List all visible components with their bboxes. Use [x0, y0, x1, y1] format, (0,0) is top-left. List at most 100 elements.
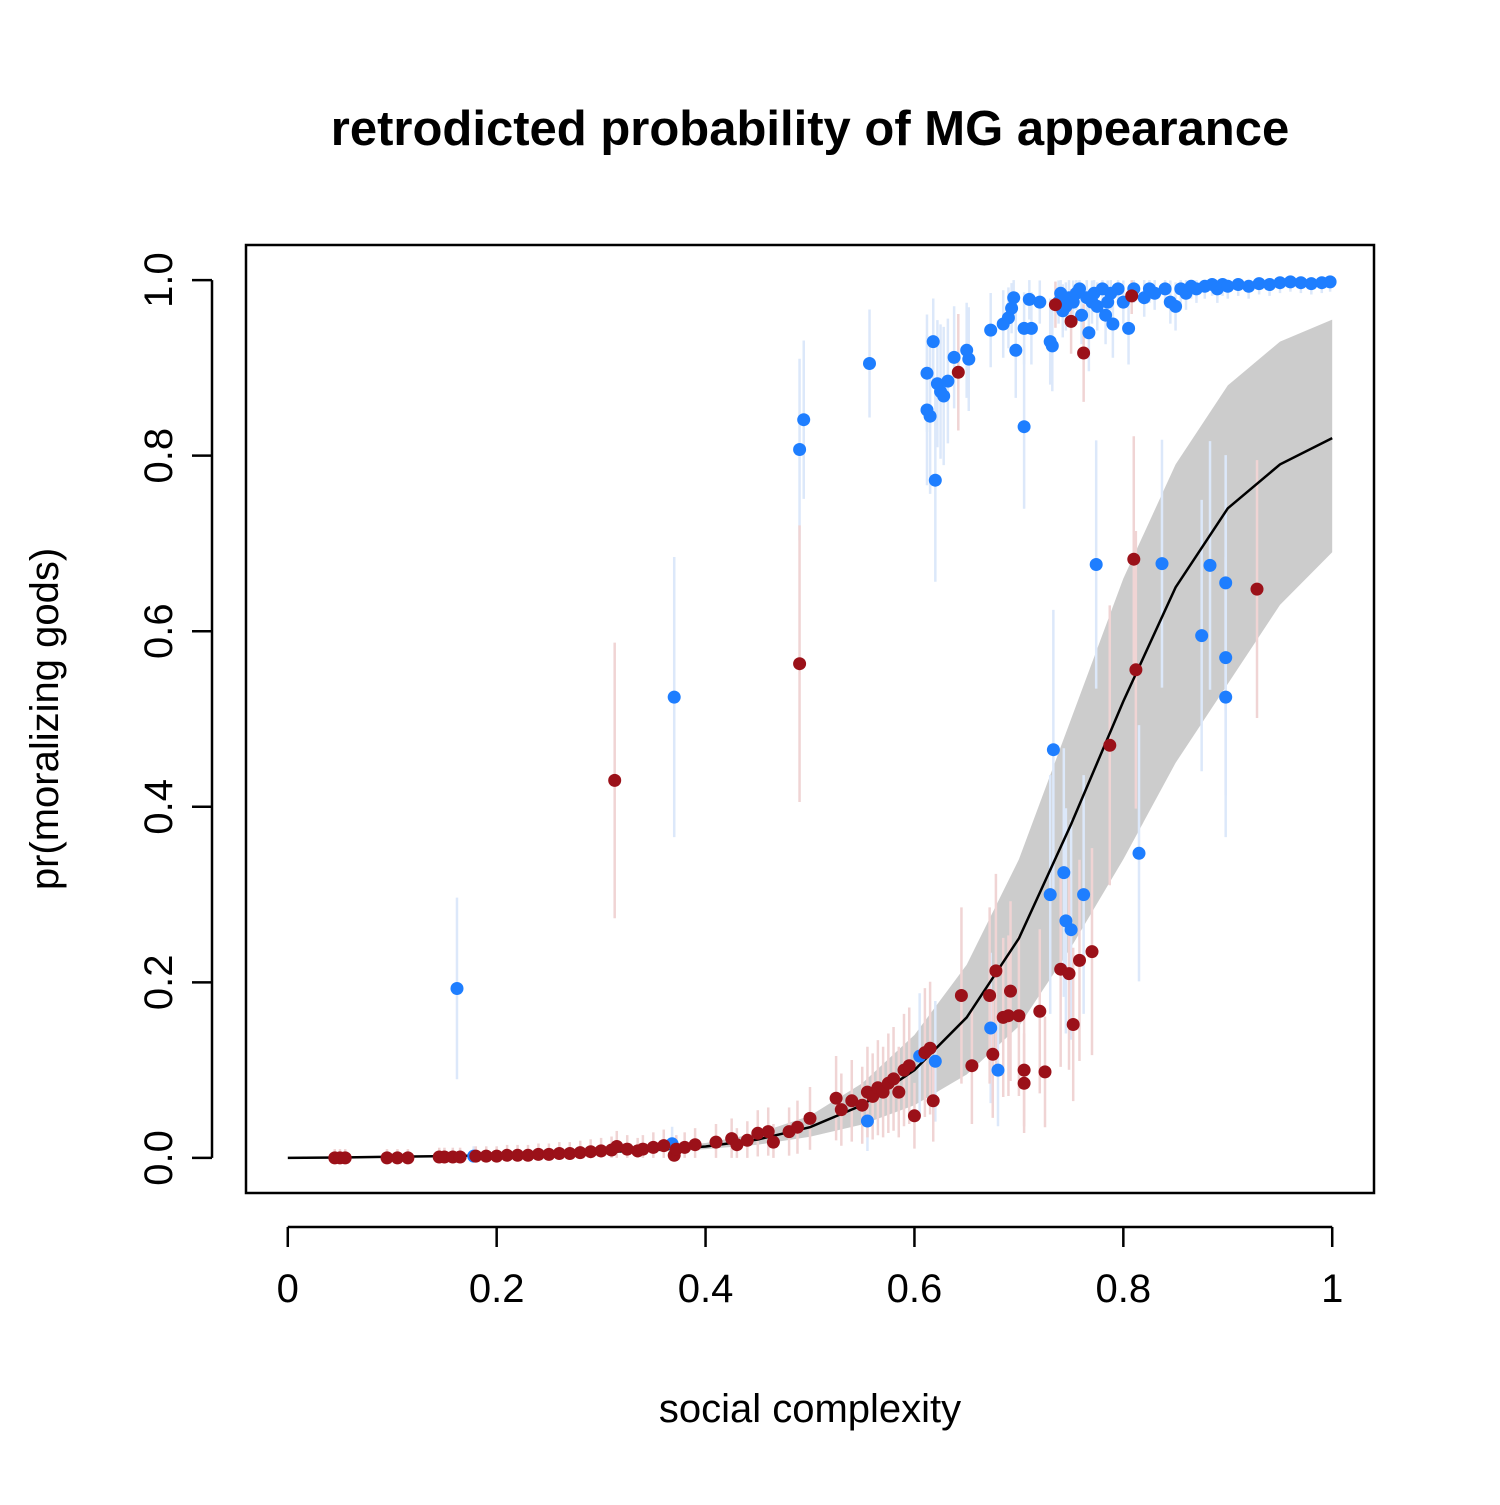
plot-frame — [244, 243, 1376, 1195]
blue-data-point — [941, 374, 955, 388]
blue-data-point — [1111, 282, 1125, 296]
blue-data-point — [991, 1063, 1005, 1077]
red-data-point — [954, 989, 968, 1002]
red-data-point — [563, 1147, 577, 1160]
red-data-point — [620, 1142, 634, 1156]
blue-data-point — [1059, 914, 1073, 928]
blue-data-point — [1043, 888, 1057, 902]
blue-data-point — [1219, 651, 1233, 665]
blue-data-point — [1132, 846, 1146, 860]
red-data-point — [965, 1059, 979, 1073]
blue-data-point — [1273, 276, 1287, 290]
blue-data-point — [1005, 301, 1019, 315]
red-data-point — [1017, 1063, 1031, 1077]
blue-data-point — [1304, 277, 1318, 291]
blue-data-point — [1203, 558, 1217, 572]
blue-data-point — [793, 443, 807, 456]
blue-data-point — [1169, 299, 1183, 313]
blue-data-point — [1294, 276, 1308, 290]
blue-data-point — [1158, 282, 1172, 296]
red-data-point — [709, 1135, 723, 1149]
blue-data-point — [1219, 690, 1233, 704]
red-data-point — [453, 1150, 467, 1164]
red-data-point — [1033, 1004, 1047, 1018]
red-data-point — [608, 773, 622, 787]
red-data-point — [761, 1125, 775, 1139]
blue-data-point — [1082, 326, 1096, 340]
blue-data-point — [1057, 866, 1071, 880]
red-data-point — [1066, 1018, 1080, 1031]
y-axis-label: pr(moralizing gods) — [23, 548, 67, 890]
blue-data-point — [1022, 292, 1036, 306]
red-data-point — [1001, 1009, 1015, 1023]
blue-data-point — [863, 357, 876, 370]
points-layer — [328, 275, 1337, 1165]
red-data-point — [1129, 663, 1143, 677]
blue-data-point — [1099, 308, 1113, 322]
red-data-point — [500, 1148, 514, 1162]
red-data-point — [479, 1149, 493, 1163]
red-data-point — [594, 1144, 608, 1158]
red-data-point — [1103, 738, 1117, 752]
red-data-point — [1038, 1065, 1052, 1079]
red-data-point — [855, 1098, 869, 1112]
red-data-point — [511, 1148, 525, 1162]
blue-data-point — [1231, 278, 1245, 291]
red-data-point — [573, 1146, 587, 1160]
blue-data-point — [1077, 888, 1091, 902]
blue-data-point — [1106, 317, 1120, 331]
blue-data-point — [928, 1054, 942, 1068]
blue-data-point — [926, 335, 940, 349]
blue-data-point — [1075, 308, 1089, 322]
red-data-point — [338, 1151, 352, 1165]
blue-data-point — [937, 389, 951, 403]
red-data-point — [584, 1145, 598, 1159]
blue-data-point — [1009, 343, 1023, 357]
red-data-point — [1004, 984, 1017, 998]
y-tick-label: 0.4 — [137, 779, 181, 835]
blue-data-point — [1252, 277, 1266, 291]
red-data-point — [1250, 582, 1264, 596]
blue-data-point — [1122, 321, 1136, 335]
red-data-point — [923, 1041, 937, 1055]
red-data-point — [1012, 1009, 1026, 1023]
blue-data-point — [1089, 558, 1103, 571]
red-data-point — [791, 1120, 804, 1134]
x-tick-label: 0.4 — [678, 1267, 734, 1311]
red-data-point — [1064, 314, 1078, 328]
red-data-point — [902, 1059, 916, 1073]
blue-data-point — [1148, 286, 1162, 300]
red-data-point — [986, 1047, 1000, 1061]
blue-data-point — [1073, 282, 1086, 296]
x-tick-label: 1 — [1321, 1267, 1343, 1311]
y-tick-label: 0.0 — [137, 1130, 181, 1186]
blue-data-point — [984, 323, 998, 337]
red-data-point — [989, 964, 1003, 978]
red-data-point — [1127, 552, 1141, 566]
red-data-point — [740, 1133, 754, 1147]
blue-data-point — [1017, 420, 1031, 434]
blue-data-point — [860, 1114, 874, 1128]
red-data-point — [983, 989, 997, 1002]
x-axis-label: social complexity — [659, 1387, 961, 1431]
red-data-point — [657, 1139, 671, 1153]
blue-data-point — [1024, 321, 1038, 335]
blue-data-point — [1090, 299, 1104, 313]
confidence-band-layer — [287, 319, 1333, 1158]
y-tick-label: 0.2 — [137, 954, 181, 1010]
blue-data-point — [797, 413, 811, 427]
red-data-point — [1077, 346, 1091, 360]
blue-data-point — [1033, 295, 1047, 309]
red-data-point — [845, 1094, 859, 1108]
red-data-point — [751, 1126, 765, 1140]
blue-data-point — [667, 690, 681, 704]
chart-title: retrodicted probability of MG appearance — [331, 102, 1289, 156]
blue-data-point — [1219, 576, 1233, 590]
blue-data-point — [1263, 278, 1277, 291]
red-data-point — [951, 365, 965, 379]
red-data-point — [887, 1072, 901, 1086]
x-tick-label: 0 — [277, 1267, 299, 1311]
red-data-point — [390, 1151, 404, 1165]
